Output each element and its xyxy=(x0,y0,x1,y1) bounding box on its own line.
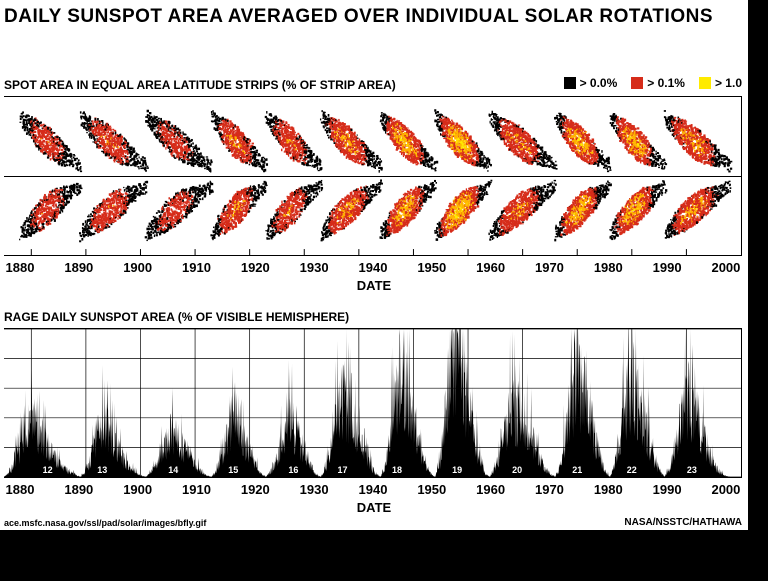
area-panel: 121314151617181920212223 xyxy=(4,328,742,478)
xtick: 1880 xyxy=(4,260,36,275)
xtick: 1890 xyxy=(63,260,95,275)
xtick: 2000 xyxy=(710,260,742,275)
figure-container: DAILY SUNSPOT AREA AVERAGED OVER INDIVID… xyxy=(0,0,748,530)
xtick: 1960 xyxy=(475,482,507,497)
legend-swatch-0 xyxy=(564,77,576,89)
xtick: 1910 xyxy=(180,482,212,497)
xtick: 1980 xyxy=(592,260,624,275)
xtick: 1880 xyxy=(4,482,36,497)
legend-label-1: > 0.1% xyxy=(647,76,685,90)
area-subtitle: RAGE DAILY SUNSPOT AREA (% OF VISIBLE HE… xyxy=(4,310,349,324)
butterfly-subtitle: SPOT AREA IN EQUAL AREA LATITUDE STRIPS … xyxy=(4,78,396,92)
xtick: 1950 xyxy=(416,482,448,497)
butterfly-panel xyxy=(4,96,742,256)
legend-item-2: > 1.0 xyxy=(699,76,742,90)
area-chart: 121314151617181920212223 xyxy=(4,329,741,477)
legend-item-0: > 0.0% xyxy=(564,76,618,90)
xtick: 1980 xyxy=(592,482,624,497)
credit-right: NASA/NSSTC/HATHAWA xyxy=(624,517,742,528)
legend: > 0.0% > 0.1% > 1.0 xyxy=(564,76,742,90)
xtick: 1990 xyxy=(651,482,683,497)
xtick: 1900 xyxy=(122,482,154,497)
main-title: DAILY SUNSPOT AREA AVERAGED OVER INDIVID… xyxy=(0,6,748,28)
xtick: 1990 xyxy=(651,260,683,275)
legend-swatch-1 xyxy=(631,77,643,89)
xtick: 1910 xyxy=(180,260,212,275)
xtick: 1920 xyxy=(239,260,271,275)
area-xlabel: DATE xyxy=(0,500,748,515)
legend-label-2: > 1.0 xyxy=(715,76,742,90)
xtick: 1940 xyxy=(357,260,389,275)
xtick: 1970 xyxy=(533,260,565,275)
credit-left: ace.msfc.nasa.gov/ssl/pad/solar/images/b… xyxy=(4,518,206,528)
butterfly-xlabel: DATE xyxy=(0,278,748,293)
xtick: 1950 xyxy=(416,260,448,275)
butterfly-xticks: 1880 1890 1900 1910 1920 1930 1940 1950 1960 1970… xyxy=(4,260,742,275)
xtick: 1920 xyxy=(239,482,271,497)
legend-swatch-2 xyxy=(699,77,711,89)
xtick: 1970 xyxy=(533,482,565,497)
xtick: 1960 xyxy=(475,260,507,275)
xtick: 1930 xyxy=(298,482,330,497)
equator-line xyxy=(4,176,741,177)
xtick: 1940 xyxy=(357,482,389,497)
xtick: 1930 xyxy=(298,260,330,275)
legend-item-1: > 0.1% xyxy=(631,76,685,90)
legend-label-0: > 0.0% xyxy=(580,76,618,90)
area-xticks: 1880 1890 1900 1910 1920 1930 1940 1950 1960 1970… xyxy=(4,482,742,497)
xtick: 1900 xyxy=(122,260,154,275)
xtick: 2000 xyxy=(710,482,742,497)
xtick: 1890 xyxy=(63,482,95,497)
